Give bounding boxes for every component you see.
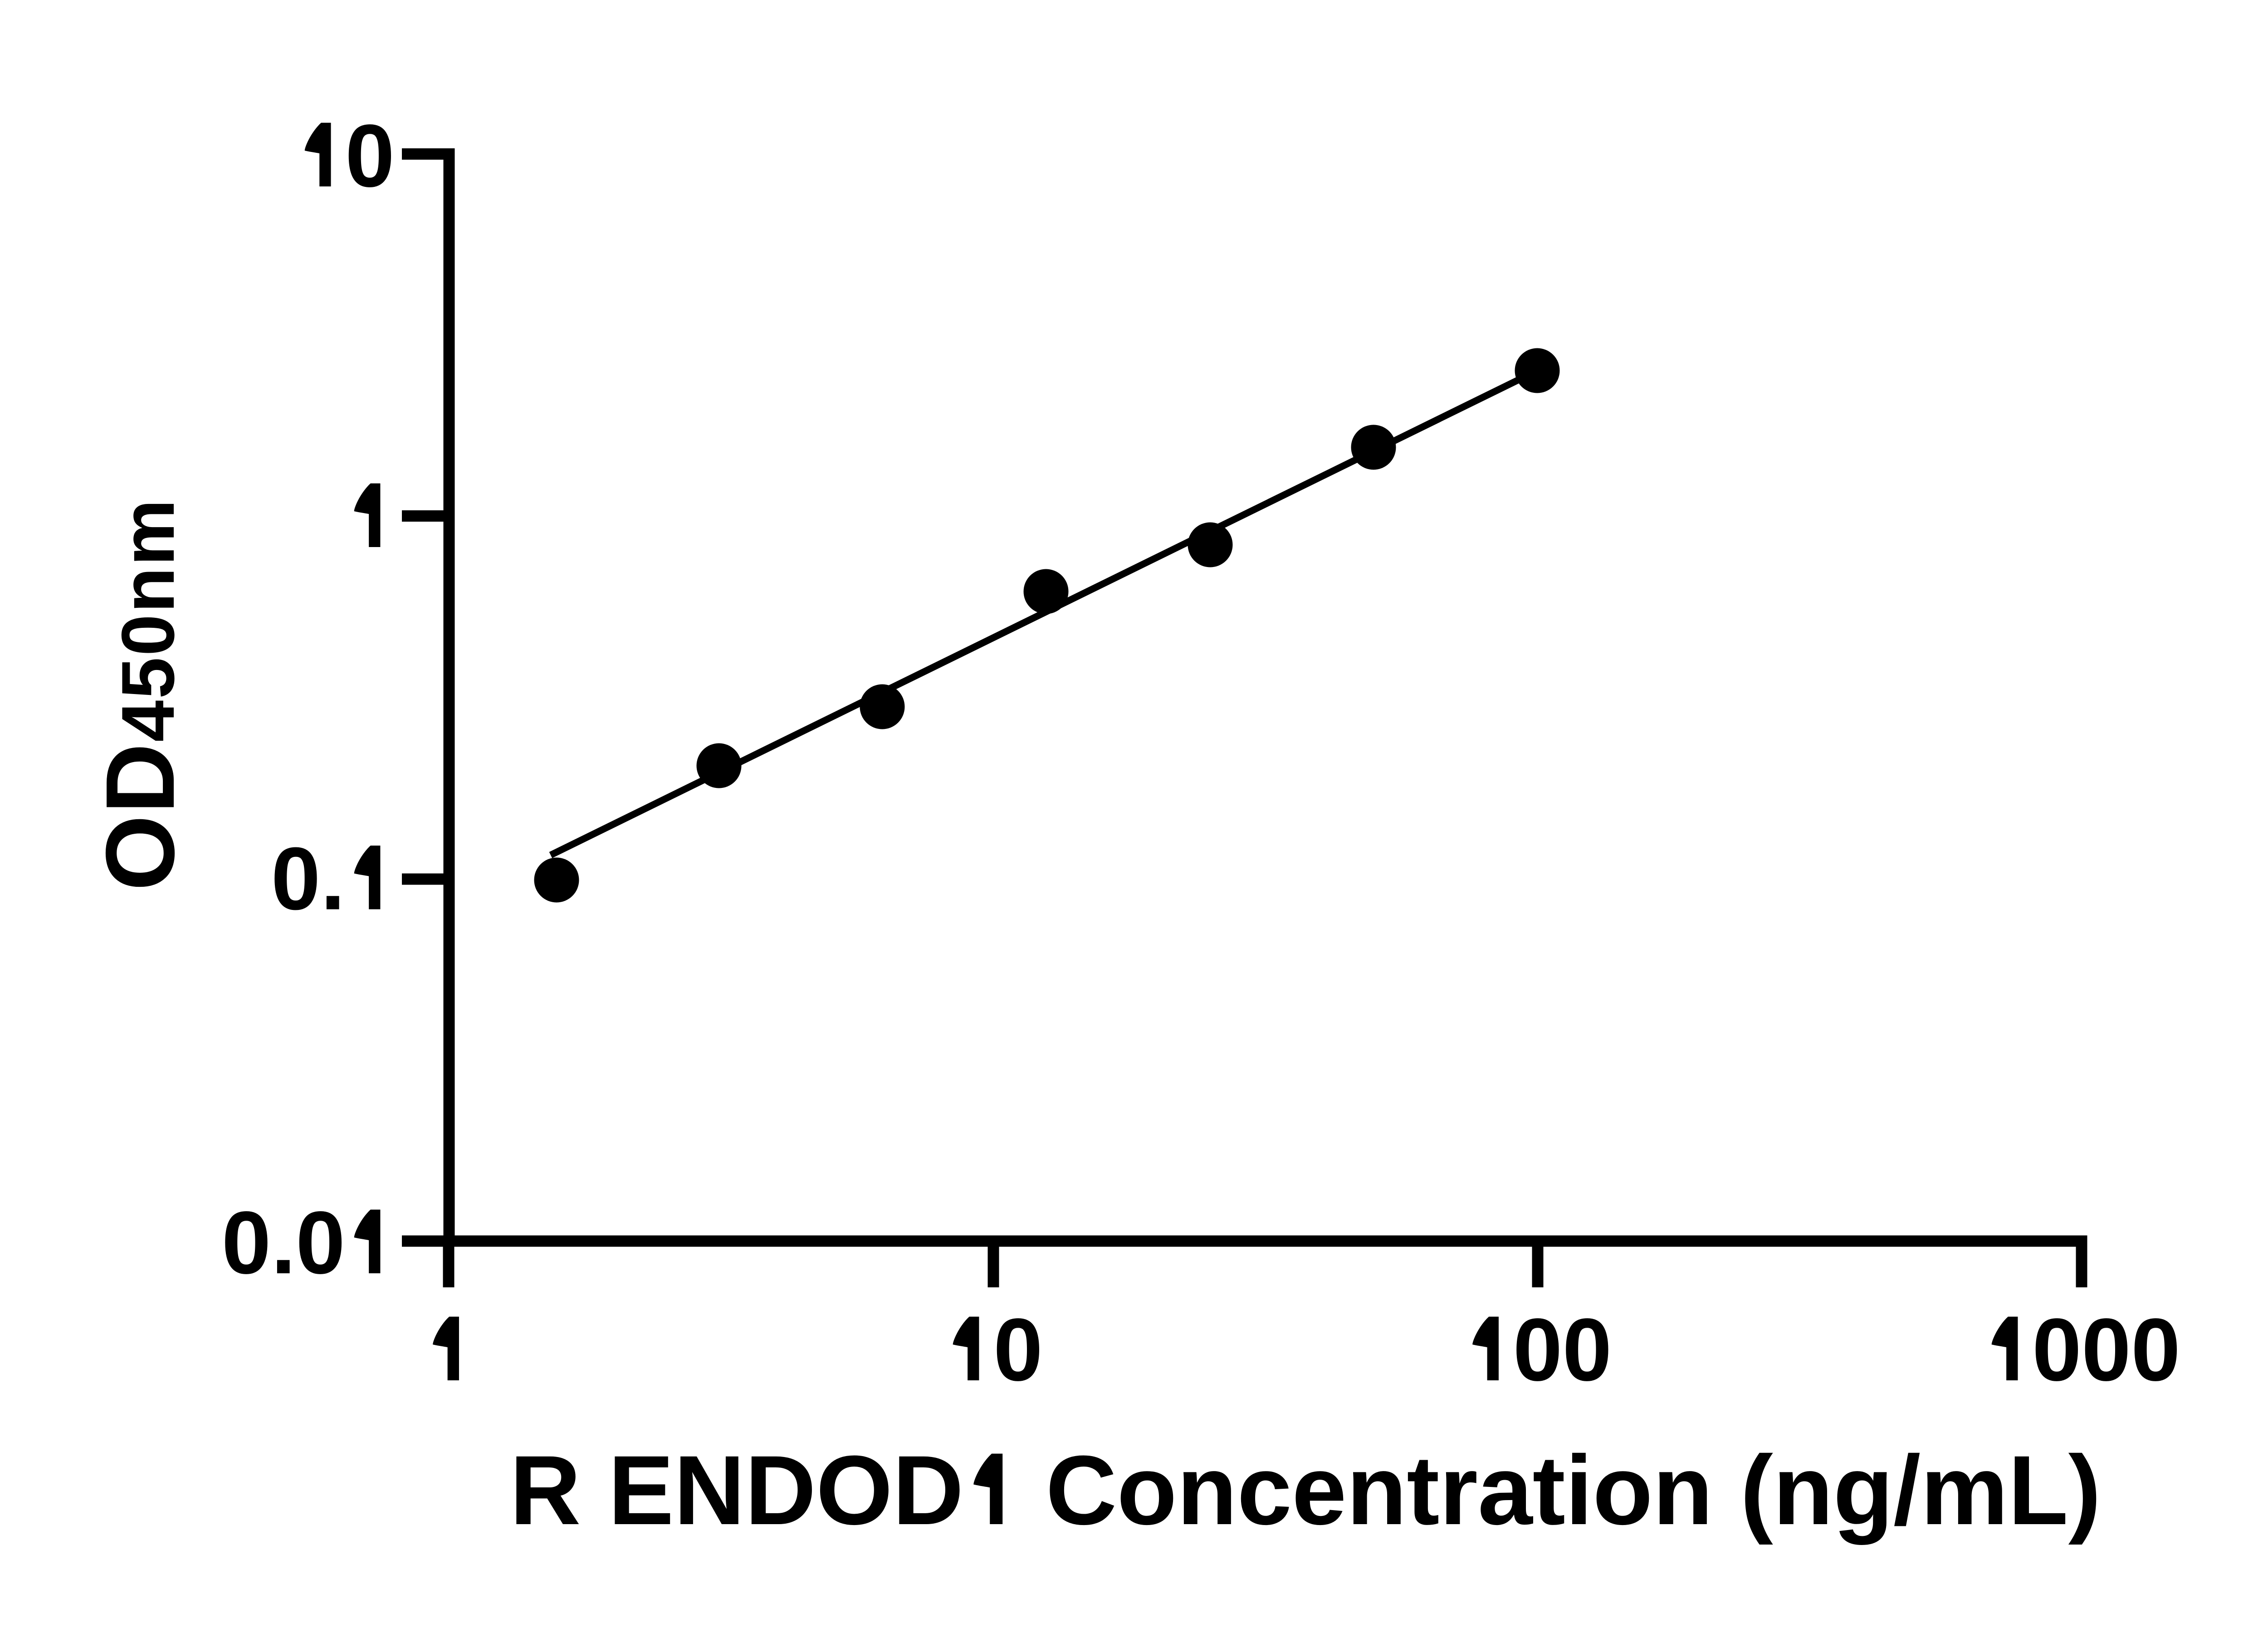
svg-text:R ENDOD: R ENDOD <box>510 1435 964 1545</box>
svg-text:Concentration (ng/mL): Concentration (ng/mL) <box>1046 1435 2102 1545</box>
svg-text:0.: 0. <box>271 829 345 929</box>
svg-text:000: 000 <box>2032 1300 2180 1399</box>
svg-text:0: 0 <box>993 1300 1043 1399</box>
svg-text:0.0: 0.0 <box>222 1193 345 1292</box>
svg-text:00: 00 <box>1513 1300 1612 1399</box>
svg-text:OD450nm: OD450nm <box>85 498 195 891</box>
svg-text:0: 0 <box>345 106 395 205</box>
